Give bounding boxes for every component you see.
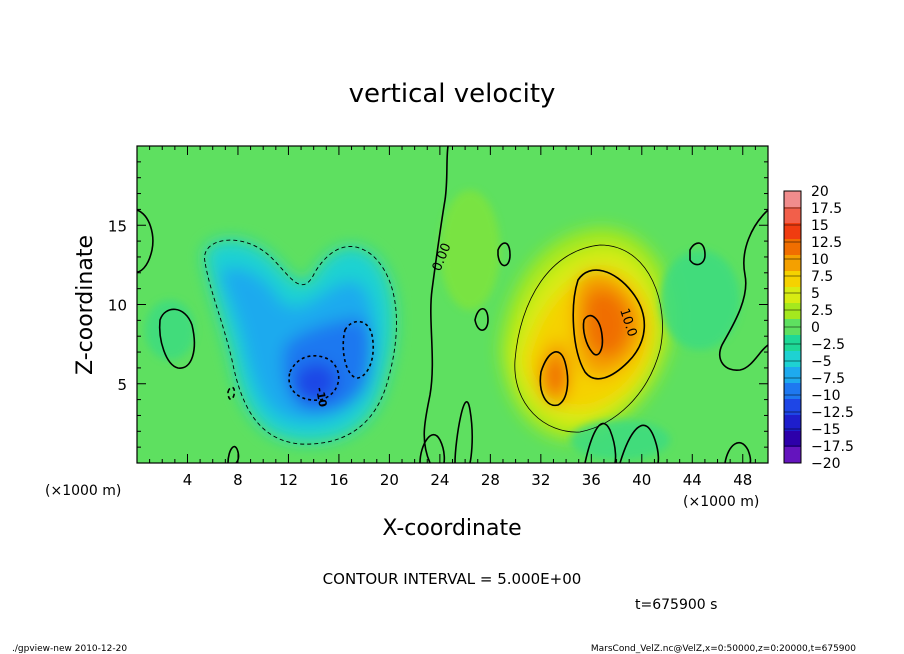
minor-field-variations [145, 190, 740, 460]
plot-field: 0.00 10.0 -10 [137, 146, 768, 463]
colorbar-swatch [784, 239, 801, 256]
contour-lines-10 [539, 269, 646, 407]
x-tick-label: 36 [582, 471, 601, 489]
x-tick-label: 48 [733, 471, 752, 489]
colorbar-label: 5 [811, 286, 820, 302]
x-tick-label: 32 [531, 471, 550, 489]
time-label: t=675900 s [635, 597, 717, 613]
contour-lines-negative [204, 239, 397, 445]
footer-left: ./gpview-new 2010-12-20 [12, 644, 127, 654]
contour-lines-zero [137, 146, 768, 463]
colorbar-swatch [784, 287, 801, 304]
colorbar-swatch [784, 399, 801, 416]
x-unit-note-right: (×1000 m) [683, 494, 759, 510]
contour-lines-5 [514, 244, 663, 433]
x-tick-label: 44 [683, 471, 702, 489]
colorbar-swatch [784, 335, 801, 352]
colorbar-swatch [784, 271, 801, 288]
colorbar-swatch [784, 431, 801, 448]
chart-title: vertical velocity [349, 79, 556, 109]
colorbar-swatch [784, 191, 801, 208]
colorbar-label: 2.5 [811, 303, 833, 319]
footer-right: MarsCond_VelZ.nc@VelZ,x=0:50000,z=0:2000… [591, 644, 856, 654]
y-tick-label: 5 [117, 376, 127, 394]
contour-label-minus-ten: -10 [313, 386, 329, 408]
x-tick-label: 12 [279, 471, 298, 489]
colorbar-label: −17.5 [811, 439, 854, 455]
colorbar-label: −15 [811, 422, 841, 438]
x-tick-label: 40 [632, 471, 651, 489]
colorbar-swatch [784, 415, 801, 432]
y-tick-label: 15 [108, 217, 127, 235]
x-tick-label: 4 [183, 471, 193, 489]
colorbar-label: 10 [811, 252, 829, 268]
colorbar-label: −12.5 [811, 405, 854, 421]
colorbar-swatch [784, 255, 801, 272]
x-axis-label: X-coordinate [382, 516, 521, 541]
colorbar-label: 17.5 [811, 201, 842, 217]
colorbar-swatch [784, 383, 801, 400]
colorbar-label: 15 [811, 218, 829, 234]
colorbar-label: −10 [811, 388, 841, 404]
x-tick-label: 24 [430, 471, 449, 489]
colorbar-label: −5 [811, 354, 832, 370]
colorbar-swatch [784, 303, 801, 320]
x-unit-note-left: (×1000 m) [45, 483, 121, 499]
colorbar-label: −2.5 [811, 337, 845, 353]
y-tick-label: 10 [108, 297, 127, 315]
colorbar: 2017.51512.5107.552.50−2.5−5−7.5−10−12.5… [783, 184, 854, 472]
colorbar-swatch [784, 351, 801, 368]
colorbar-swatch [784, 223, 801, 240]
colorbar-swatch [784, 447, 801, 464]
x-tick-label: 28 [481, 471, 500, 489]
colorbar-label: −7.5 [811, 371, 845, 387]
colorbar-label: 12.5 [811, 235, 842, 251]
x-tick-label: 16 [329, 471, 348, 489]
colorbar-swatch [784, 207, 801, 224]
colorbar-label: −20 [811, 456, 841, 472]
x-tick-label: 20 [380, 471, 399, 489]
colorbar-label: 7.5 [811, 269, 833, 285]
colorbar-swatch [784, 367, 801, 384]
downdraft-region [204, 239, 395, 443]
contour-interval-label: CONTOUR INTERVAL = 5.000E+00 [323, 570, 582, 588]
colorbar-label: 0 [811, 320, 820, 336]
colorbar-label: 20 [811, 184, 829, 200]
x-tick-label: 8 [233, 471, 243, 489]
y-axis-label: Z-coordinate [73, 235, 98, 375]
